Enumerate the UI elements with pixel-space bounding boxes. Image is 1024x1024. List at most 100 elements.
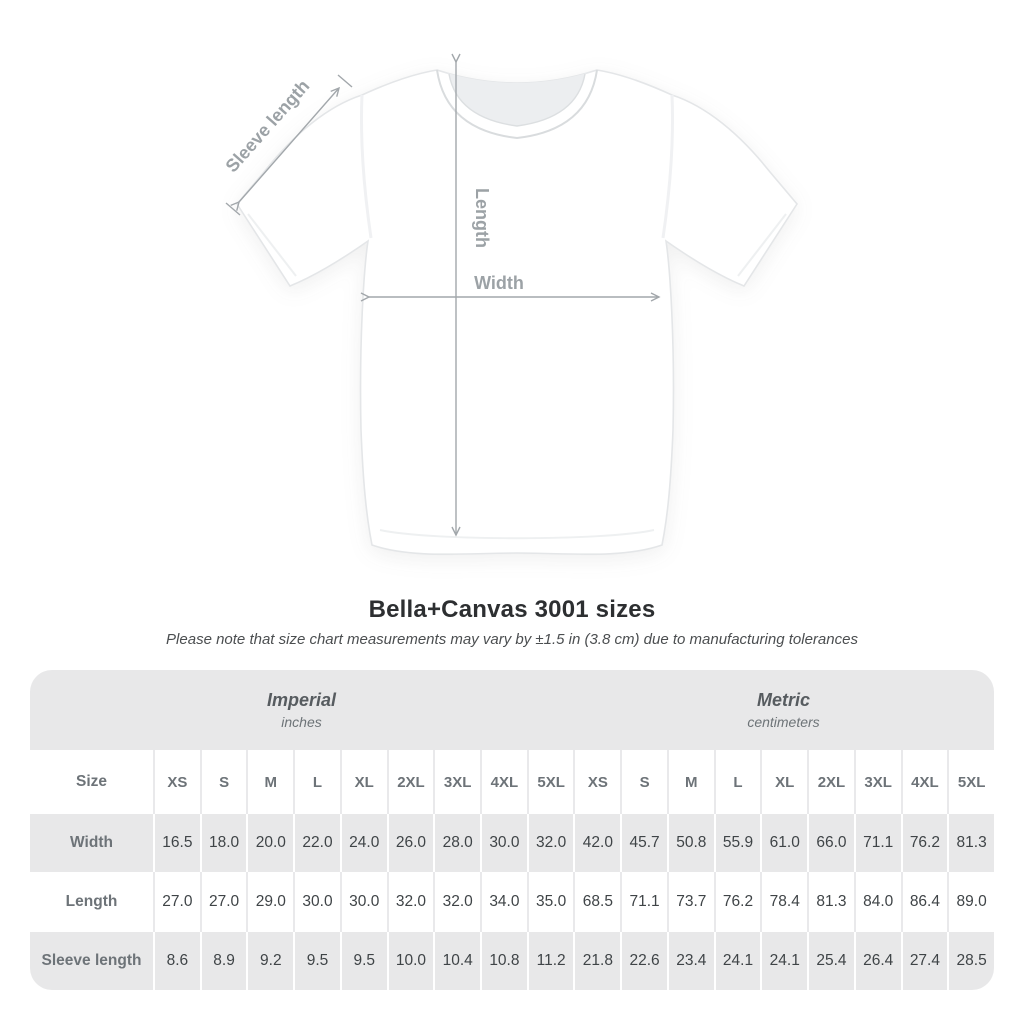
imperial-value-cell: 29.0 [246, 872, 293, 932]
measurement-label: Length [65, 893, 118, 910]
imperial-value-cell: 32.0 [433, 872, 480, 932]
imperial-value-cell: 26.0 [386, 814, 434, 872]
unit-group-header-row: Imperial inches Metric centimeters [30, 670, 994, 750]
measurement-row: Sleeve length 8.6 8.9 9.2 9.5 9.5 10.0 10.4 10.8… [30, 932, 994, 990]
imperial-value-cell: 16.5 [153, 814, 200, 872]
sleeve-arrow-tick-top [337, 74, 353, 88]
neck-opening [437, 70, 597, 126]
length-label: Length [472, 188, 492, 248]
heading-block: Bella+Canvas 3001 sizes Please note that… [0, 596, 1024, 648]
metric-value-cell: 45.7 [620, 814, 667, 872]
imperial-size-header: S [199, 750, 247, 814]
imperial-size-header: 3XL [433, 750, 480, 814]
metric-value-cell: 73.7 [666, 872, 714, 932]
metric-value-cell: 27.4 [900, 932, 948, 990]
metric-size-header: M [666, 750, 714, 814]
imperial-value-cell: 10.4 [433, 932, 480, 990]
left-sleeve-seam [359, 94, 373, 239]
imperial-size-header: L [293, 750, 340, 814]
imperial-size-header: 5XL [526, 750, 574, 814]
imperial-value-cell: 9.5 [339, 932, 387, 990]
imperial-size-header: M [246, 750, 293, 814]
metric-value-cell: 71.1 [853, 814, 901, 872]
imperial-group-header: Imperial inches [30, 670, 573, 750]
metric-value-cell: 25.4 [807, 932, 854, 990]
metric-label: Metric [756, 690, 810, 710]
imperial-size-header: 2XL [386, 750, 434, 814]
size-column-header: Size [75, 773, 107, 790]
page-title: Bella+Canvas 3001 sizes [368, 596, 656, 623]
metric-size-header: 3XL [853, 750, 901, 814]
imperial-unit-label: inches [281, 714, 322, 730]
metric-size-header: XS [573, 750, 620, 814]
sleeve-arrow-tick-bottom [225, 202, 241, 216]
metric-value-cell: 22.6 [620, 932, 667, 990]
metric-value-cell: 89.0 [947, 872, 994, 932]
size-header-row: Size XS S M L XL 2XL 3XL 4XL 5XL XS S M L XL 2XL 3XL 4XL 5… [30, 750, 994, 814]
tshirt-measurement-diagram: Sleeve length Length Width [222, 53, 798, 556]
imperial-value-cell: 32.0 [526, 814, 574, 872]
imperial-value-cell: 30.0 [339, 872, 387, 932]
measurement-row: Length 27.0 27.0 29.0 30.0 30.0 32.0 32.0 34.0 35… [30, 872, 994, 932]
metric-value-cell: 28.5 [947, 932, 994, 990]
metric-group-header: Metric centimeters [573, 670, 994, 750]
metric-value-cell: 26.4 [853, 932, 901, 990]
width-label: Width [474, 273, 524, 293]
metric-value-cell: 84.0 [853, 872, 901, 932]
imperial-label: Imperial [266, 690, 337, 710]
imperial-value-cell: 8.9 [199, 932, 247, 990]
metric-value-cell: 68.5 [573, 872, 620, 932]
metric-size-header: XL [760, 750, 807, 814]
imperial-value-cell: 24.0 [339, 814, 387, 872]
metric-value-cell: 76.2 [900, 814, 948, 872]
metric-value-cell: 24.1 [760, 932, 807, 990]
imperial-size-header: 4XL [480, 750, 527, 814]
imperial-value-cell: 28.0 [433, 814, 480, 872]
metric-size-header: L [713, 750, 761, 814]
tshirt-silhouette [236, 69, 798, 556]
metric-size-header: 5XL [947, 750, 994, 814]
collar-band-outer [436, 69, 598, 140]
hem-stitch [379, 529, 655, 540]
imperial-value-cell: 10.8 [480, 932, 527, 990]
metric-value-cell: 81.3 [947, 814, 994, 872]
imperial-size-header: XS [153, 750, 200, 814]
measurement-row: Width 16.5 18.0 20.0 22.0 24.0 26.0 28.0 30.0 32.… [30, 814, 994, 872]
imperial-value-cell: 20.0 [246, 814, 293, 872]
metric-value-cell: 23.4 [666, 932, 714, 990]
metric-value-cell: 66.0 [807, 814, 854, 872]
table-body: Size XS S M L XL 2XL 3XL 4XL 5XL XS S M L XL 2XL 3XL 4XL 5… [30, 750, 994, 990]
metric-value-cell: 42.0 [573, 814, 620, 872]
metric-size-header: S [620, 750, 667, 814]
imperial-value-cell: 18.0 [199, 814, 247, 872]
imperial-value-cell: 32.0 [386, 872, 434, 932]
metric-size-header: 4XL [900, 750, 948, 814]
metric-value-cell: 50.8 [666, 814, 714, 872]
metric-value-cell: 78.4 [760, 872, 807, 932]
metric-value-cell: 55.9 [713, 814, 761, 872]
metric-value-cell: 61.0 [760, 814, 807, 872]
metric-value-cell: 21.8 [573, 932, 620, 990]
imperial-value-cell: 9.2 [246, 932, 293, 990]
imperial-value-cell: 30.0 [480, 814, 527, 872]
right-sleeve-seam [661, 94, 675, 239]
imperial-value-cell: 9.5 [293, 932, 340, 990]
size-chart-table: Imperial inches Metric centimeters Size X… [30, 670, 994, 990]
metric-value-cell: 86.4 [900, 872, 948, 932]
imperial-value-cell: 10.0 [386, 932, 434, 990]
measurement-label: Sleeve length [41, 952, 142, 969]
metric-value-cell: 81.3 [807, 872, 854, 932]
metric-value-cell: 24.1 [713, 932, 761, 990]
tolerance-note: Please note that size chart measurements… [166, 631, 858, 648]
imperial-size-header: XL [339, 750, 387, 814]
imperial-value-cell: 27.0 [199, 872, 247, 932]
imperial-value-cell: 35.0 [526, 872, 574, 932]
metric-value-cell: 76.2 [713, 872, 761, 932]
sleeve-length-arrow [230, 86, 341, 211]
imperial-value-cell: 22.0 [293, 814, 340, 872]
left-cuff-stitch [247, 213, 297, 277]
measurement-label: Width [70, 834, 113, 851]
imperial-value-cell: 8.6 [153, 932, 200, 990]
imperial-value-cell: 27.0 [153, 872, 200, 932]
